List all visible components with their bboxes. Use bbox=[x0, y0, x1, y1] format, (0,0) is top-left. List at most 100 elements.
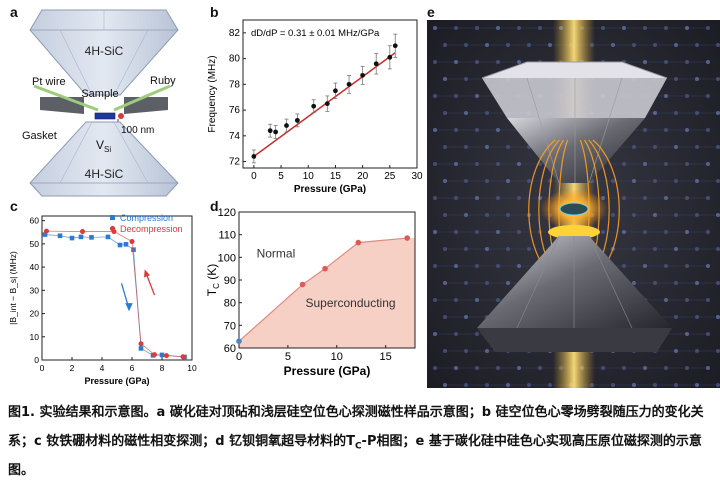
lattice-atom bbox=[716, 145, 720, 149]
compression-point bbox=[138, 346, 144, 351]
lattice-atom bbox=[454, 94, 458, 98]
panel-c-chart: c 0 2 4 6 8 10 0 10 20 30 40 50 60 Pressure (GPa) |B_i… bbox=[0, 198, 205, 388]
y-tick-label: 78 bbox=[229, 79, 241, 90]
lattice-atom bbox=[496, 196, 500, 200]
lattice-atom bbox=[517, 264, 521, 268]
lattice-atom bbox=[685, 128, 689, 132]
lattice-atom bbox=[443, 281, 447, 285]
lattice-atom bbox=[443, 77, 447, 81]
lattice-atom bbox=[685, 196, 689, 200]
lattice-atom bbox=[475, 298, 479, 302]
lattice-atom bbox=[695, 281, 699, 285]
legend-label: Compression bbox=[120, 213, 173, 223]
figure-caption: 图1. 实验结果和示意图。a 碳化硅对顶砧和浅层硅空位色心探测磁性样品示意图；b… bbox=[8, 405, 704, 478]
lattice-atom bbox=[706, 26, 710, 30]
lattice-atom bbox=[475, 26, 479, 30]
x-tick-label: 6 bbox=[130, 363, 135, 373]
lattice-atom bbox=[464, 281, 468, 285]
lattice-atom bbox=[433, 60, 437, 64]
panel-e-label: e bbox=[427, 4, 435, 20]
decompression-point bbox=[152, 352, 157, 358]
lattice-atom bbox=[496, 162, 500, 166]
lattice-atom bbox=[664, 128, 668, 132]
lattice-atom bbox=[695, 315, 699, 319]
y-tick-label: 90 bbox=[224, 275, 236, 287]
x-tick-label: 8 bbox=[160, 363, 165, 373]
lattice-atom bbox=[716, 247, 720, 251]
legend-label: Decompression bbox=[120, 224, 183, 234]
lattice-atom bbox=[685, 298, 689, 302]
panel-b-chart: b 0 5 10 15 20 25 30 72 74 76 78 80 82 Pressure (GPa)… bbox=[205, 0, 427, 200]
lattice-atom bbox=[506, 145, 510, 149]
lattice-atom bbox=[517, 366, 521, 370]
data-point bbox=[392, 43, 398, 49]
data-point bbox=[333, 88, 338, 94]
lattice-atom bbox=[527, 43, 531, 47]
superconducting-region-label: Superconducting bbox=[305, 296, 395, 310]
lattice-atom bbox=[653, 145, 657, 149]
data-point bbox=[294, 117, 300, 123]
lattice-atom bbox=[716, 179, 720, 183]
y-tick-label: 82 bbox=[229, 28, 241, 39]
y-tick-label: 70 bbox=[224, 320, 236, 332]
lattice-atom bbox=[485, 383, 489, 387]
lattice-atom bbox=[632, 179, 636, 183]
normal-region-label: Normal bbox=[257, 246, 296, 260]
x-axis-title: Pressure (GPa) bbox=[84, 376, 149, 386]
y-tick-label: 60 bbox=[224, 343, 236, 355]
lattice-atom bbox=[496, 366, 500, 370]
lattice-atom bbox=[622, 230, 626, 234]
y-axis-title: |B_int − B_s| (MHz) bbox=[8, 251, 18, 325]
fit-line bbox=[253, 52, 396, 158]
plot-frame bbox=[242, 19, 418, 169]
lattice-atom bbox=[496, 298, 500, 302]
lattice-atom bbox=[632, 43, 636, 47]
series-line bbox=[46, 230, 184, 358]
y-axis-title: Frequency (MHz) bbox=[207, 55, 218, 132]
lattice-atom bbox=[706, 94, 710, 98]
x-axis-title: Pressure (GPa) bbox=[294, 184, 366, 195]
lattice-atom bbox=[664, 366, 668, 370]
decompression-arrowhead bbox=[144, 269, 150, 278]
lattice-atom bbox=[443, 247, 447, 251]
tc-data-point bbox=[236, 338, 242, 344]
lattice-atom bbox=[433, 366, 437, 370]
lattice-atom bbox=[664, 60, 668, 64]
lattice-atom bbox=[443, 43, 447, 47]
lattice-atom bbox=[716, 349, 720, 353]
lattice-atom bbox=[622, 264, 626, 268]
lattice-atom bbox=[506, 383, 510, 387]
lattice-atom bbox=[716, 213, 720, 217]
panel-b-label: b bbox=[210, 4, 219, 20]
lattice-atom bbox=[716, 77, 720, 81]
lattice-atom bbox=[674, 213, 678, 217]
x-tick-label: 0 bbox=[236, 351, 242, 363]
lattice-atom bbox=[464, 383, 468, 387]
lattice-atom bbox=[433, 332, 437, 336]
lattice-atom bbox=[475, 60, 479, 64]
compression-arrowhead bbox=[125, 303, 133, 312]
x-tick-label: 20 bbox=[357, 171, 369, 182]
tc-phase-chart-svg: 0 5 10 15 60 70 80 90 100 110 120 Pressure (GPa) TC … bbox=[205, 207, 416, 378]
tc-data-point bbox=[322, 265, 328, 272]
lattice-atom bbox=[496, 60, 500, 64]
lattice-atom bbox=[443, 179, 447, 183]
lattice-atom bbox=[611, 383, 615, 387]
slope-annotation: dD/dP = 0.31 ± 0.01 MHz/GPa bbox=[251, 28, 380, 39]
lattice-atom bbox=[464, 111, 468, 115]
lattice-atom bbox=[454, 60, 458, 64]
lattice-atom bbox=[464, 43, 468, 47]
lattice-atom bbox=[674, 111, 678, 115]
panel-a-schematic: a 4H-SiC bbox=[0, 0, 205, 200]
lattice-atom bbox=[433, 298, 437, 302]
lattice-atom bbox=[485, 247, 489, 251]
series-line bbox=[44, 234, 185, 358]
lattice-atom bbox=[527, 179, 531, 183]
lattice-atom bbox=[485, 213, 489, 217]
lattice-atom bbox=[716, 111, 720, 115]
x-tick-label: 10 bbox=[331, 351, 343, 363]
lattice-atom bbox=[695, 213, 699, 217]
y-tick-label: 60 bbox=[30, 216, 40, 226]
lattice-atom bbox=[664, 26, 668, 30]
compression-point bbox=[123, 242, 129, 247]
